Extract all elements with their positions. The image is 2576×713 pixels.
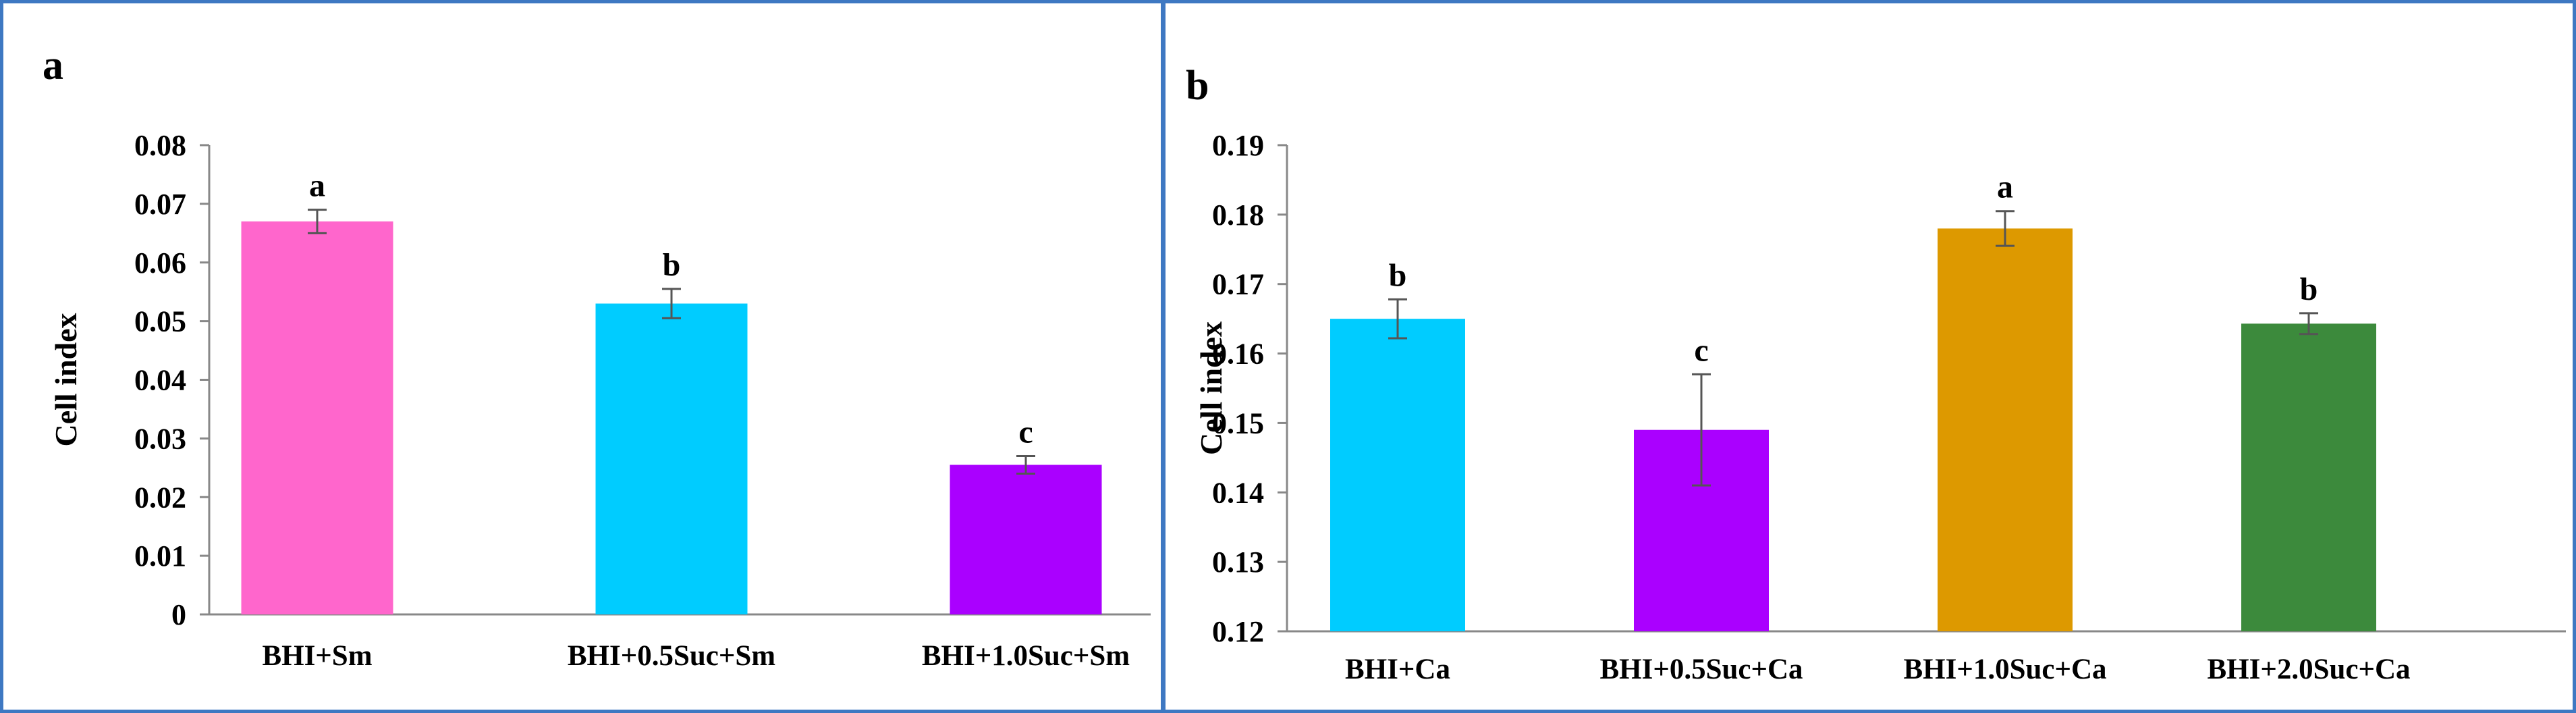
bar bbox=[1938, 228, 2073, 631]
y-tick-label: 0.02 bbox=[134, 481, 186, 514]
panel-label: a bbox=[43, 43, 63, 88]
bar-chart-b: b Cell index 0.12 0.13 0.14 0.15 0.16 0.17 0.18 0… bbox=[1186, 63, 2566, 685]
y-tick-label: 0.03 bbox=[134, 422, 186, 455]
significance-letter: b bbox=[663, 247, 681, 283]
category-label: BHI+Sm bbox=[262, 640, 372, 672]
category-label: BHI+0.5Suc+Sm bbox=[568, 640, 775, 672]
bar bbox=[950, 465, 1102, 614]
bar-chart-a: a Cell index 0 0.01 0.02 0.03 0.04 0.05 0.06 0.07… bbox=[43, 43, 1151, 672]
bar bbox=[1330, 319, 1465, 631]
significance-letter: c bbox=[1018, 414, 1033, 450]
category-label: BHI+2.0Suc+Ca bbox=[2207, 654, 2410, 685]
category-label: BHI+0.5Suc+Ca bbox=[1599, 654, 1803, 685]
y-tick-label: 0.06 bbox=[134, 246, 186, 280]
y-tick-label: 0 bbox=[171, 598, 186, 631]
significance-letter: b bbox=[1389, 257, 1407, 293]
y-axis-title: Cell index bbox=[1194, 321, 1228, 455]
y-tick-label: 0.01 bbox=[134, 539, 186, 573]
significance-letter: b bbox=[2300, 271, 2318, 307]
panel-label: b bbox=[1186, 63, 1209, 109]
bar bbox=[2241, 323, 2376, 631]
chart-panel-a: a Cell index 0 0.01 0.02 0.03 0.04 0.05 0.06 0.07… bbox=[0, 0, 1164, 713]
y-tick-label: 0.16 bbox=[1212, 338, 1264, 371]
category-label: BHI+1.0Suc+Sm bbox=[922, 640, 1130, 672]
y-tick-label: 0.12 bbox=[1212, 615, 1264, 648]
significance-letter: a bbox=[309, 168, 325, 204]
bar bbox=[595, 303, 748, 614]
y-tick-label: 0.04 bbox=[134, 364, 186, 397]
y-tick-label: 0.17 bbox=[1212, 268, 1264, 301]
y-tick-label: 0.05 bbox=[134, 305, 186, 338]
significance-letter: a bbox=[1997, 169, 2013, 205]
y-tick-label: 0.07 bbox=[134, 188, 186, 221]
y-tick-label: 0.15 bbox=[1212, 406, 1264, 440]
y-axis-title: Cell index bbox=[49, 313, 83, 446]
chart-panel-b: b Cell index 0.12 0.13 0.14 0.15 0.16 0.17 0.18 0… bbox=[1162, 0, 2576, 713]
y-tick-label: 0.13 bbox=[1212, 546, 1264, 579]
y-tick-label: 0.19 bbox=[1212, 129, 1264, 162]
y-tick-label: 0.14 bbox=[1212, 476, 1264, 509]
y-tick-label: 0.08 bbox=[134, 129, 186, 162]
category-label: BHI+Ca bbox=[1345, 654, 1450, 685]
category-label: BHI+1.0Suc+Ca bbox=[1903, 654, 2106, 685]
y-tick-label: 0.18 bbox=[1212, 199, 1264, 232]
significance-letter: c bbox=[1694, 332, 1708, 368]
bar bbox=[241, 221, 393, 614]
